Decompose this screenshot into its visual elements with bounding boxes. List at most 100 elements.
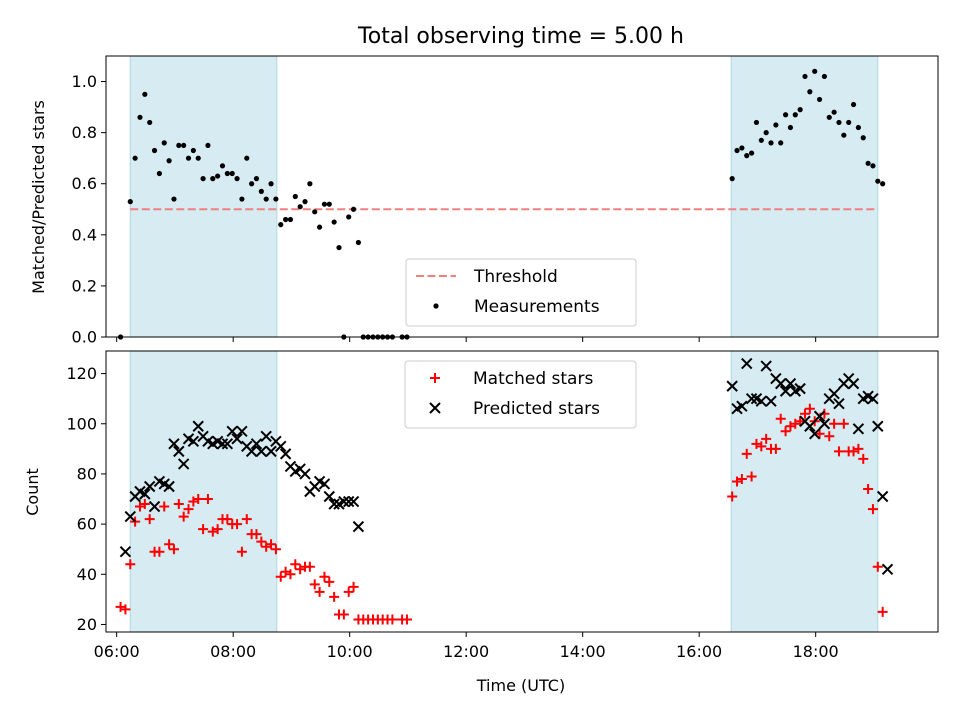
bottom-data-marks [115, 357, 894, 625]
measurement-point [166, 158, 172, 164]
measurement-point [797, 107, 803, 113]
matched-star-point [780, 426, 791, 437]
measurement-point [380, 334, 386, 340]
measurement-point [875, 178, 881, 184]
predicted-star-point [352, 520, 365, 533]
predicted-star-point [872, 420, 884, 432]
predicted-star-point [808, 428, 821, 440]
predicted-star-point [216, 438, 229, 450]
matched-star-point [198, 524, 209, 535]
predicted-star-point [168, 438, 180, 450]
predicted-star-point [828, 387, 840, 400]
predicted-star-point [265, 445, 277, 458]
matched-star-point [775, 413, 786, 424]
matched-star-point [232, 519, 243, 530]
measurement-point [341, 334, 347, 340]
matched-star-point [314, 586, 325, 597]
x-tick-label: 06:00 [94, 642, 140, 661]
matched-star-point [863, 483, 874, 494]
measurement-point [210, 176, 216, 182]
matched-star-point [838, 418, 849, 429]
predicted-star-point [163, 480, 175, 493]
measurement-point [763, 130, 769, 136]
measurement-point [185, 155, 192, 161]
matched-star-point [144, 514, 155, 525]
matched-star-point [275, 571, 286, 582]
measurement-point [200, 176, 206, 182]
matched-star-point [173, 499, 184, 510]
measurement-point [321, 201, 328, 207]
matched-star-point [125, 559, 136, 570]
measurement-point [171, 196, 177, 202]
predicted-star-point [726, 380, 738, 392]
predicted-star-point [250, 438, 263, 450]
measurement-point [821, 73, 828, 80]
measurement-point [787, 124, 794, 131]
measurement-point [234, 176, 240, 182]
axes-frame [105, 55, 939, 338]
y-tick-label: 20 [77, 615, 97, 634]
predicted-star-point [177, 458, 190, 470]
top-axes: 0.0 0.2 0.4 0.6 0.8 1.0 [72, 55, 939, 347]
measurement-point [826, 114, 832, 120]
predicted-star-point [221, 438, 234, 450]
measurement-point [326, 201, 332, 207]
predicted-star-point [775, 377, 787, 390]
measurement-point [865, 160, 871, 166]
shaded-interval-1 [730, 55, 879, 338]
measurement-point [758, 137, 764, 143]
legend-box [404, 360, 637, 429]
measurement-point [316, 224, 323, 230]
predicted-star-point [784, 377, 797, 390]
y-tick-label: 120 [66, 364, 97, 383]
predicted-star-point [187, 435, 200, 448]
measurement-point [855, 124, 861, 131]
legend-label: Predicted stars [473, 399, 600, 419]
predicted-star-point [119, 546, 132, 558]
measurement-point [224, 170, 230, 177]
predicted-star-point [804, 420, 816, 432]
matched-star-point [741, 448, 752, 459]
measurement-point [283, 216, 289, 223]
matched-star-point [241, 514, 252, 525]
predicted-star-point [847, 377, 860, 390]
measurement-point [841, 132, 847, 138]
predicted-star-point [765, 395, 777, 407]
measurement-point [244, 155, 250, 161]
matched-star-point [877, 606, 888, 617]
measurement-point [782, 112, 789, 118]
measurement-point [336, 244, 342, 251]
predicted-star-point [148, 500, 161, 513]
measurement-point [384, 334, 391, 340]
measurement-point [860, 135, 866, 141]
y-tick-label: 0.6 [72, 174, 97, 193]
measurement-point [365, 334, 371, 340]
matched-star-point [746, 471, 757, 482]
y-tick-label: 40 [77, 565, 97, 584]
measurement-point [263, 196, 269, 202]
x-tick-label: 18:00 [793, 642, 839, 661]
matched-star-point [164, 539, 175, 550]
x-axis-label: Time (UTC) [476, 676, 565, 695]
legend-box [405, 258, 637, 327]
predicted-star-point [876, 490, 889, 503]
matched-star-point [348, 581, 359, 592]
matched-star-point [853, 443, 864, 454]
measurement-point [836, 119, 842, 126]
bottom-axes: 20 40 60 80 100 120 06:00 08:00 10:00 12:00 14:00 1… [66, 350, 939, 661]
top-legend: Threshold Measurements [405, 258, 637, 327]
matched-star-point [770, 443, 781, 454]
measurement-point [399, 334, 405, 340]
measurement-point [292, 193, 298, 200]
measurement-point [802, 73, 808, 80]
shaded-interval-0 [129, 55, 278, 338]
x-tick-label: 08:00 [210, 642, 256, 661]
matched-star-point [727, 491, 738, 502]
measurement-point [346, 214, 352, 220]
y-tick-label: 0.0 [72, 328, 97, 347]
legend-label: Threshold [473, 267, 558, 287]
predicted-star-point [779, 385, 792, 397]
measurement-point [215, 173, 221, 179]
matched-star-point [319, 571, 330, 582]
